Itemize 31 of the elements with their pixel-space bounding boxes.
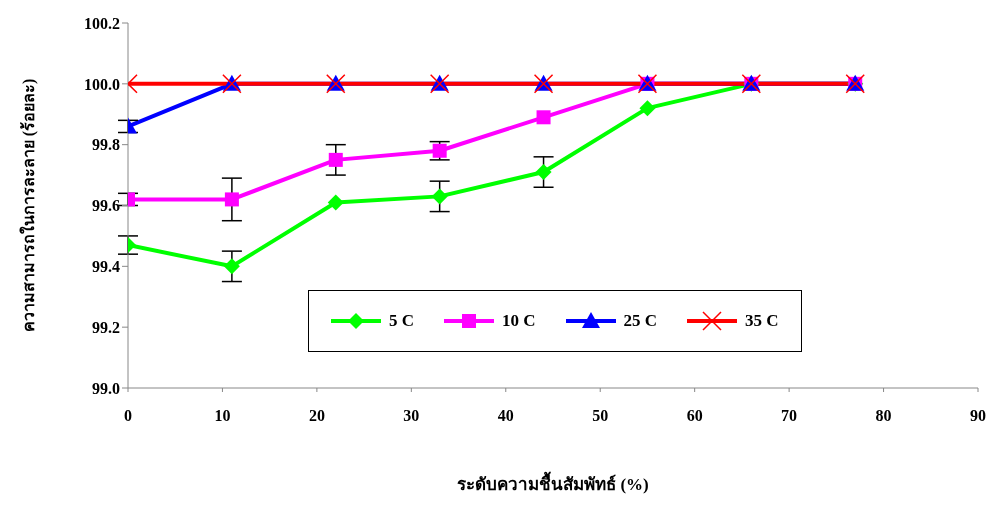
y-axis-title: ความสามารถในการละลาย (ร้อยละ) bbox=[18, 78, 38, 333]
x-tick-label: 70 bbox=[781, 407, 798, 425]
x-tick-label: 90 bbox=[970, 407, 986, 425]
point bbox=[327, 194, 344, 211]
x-tick-label: 0 bbox=[124, 407, 132, 425]
point bbox=[639, 100, 656, 117]
y-tick-label: 99.8 bbox=[92, 136, 120, 154]
y-tick-label: 99.4 bbox=[92, 258, 120, 276]
x-tick-label: 10 bbox=[214, 407, 231, 425]
x-tick-label: 60 bbox=[686, 407, 703, 425]
point bbox=[223, 258, 240, 275]
legend-label: 10 C bbox=[502, 311, 536, 331]
y-tick-label: 100.2 bbox=[84, 14, 120, 32]
point bbox=[328, 152, 343, 167]
y-tick-label: 99.6 bbox=[92, 197, 120, 215]
point bbox=[431, 188, 448, 205]
x-axis-title: ระดับความชื้นสัมพัทธ์ (%) bbox=[457, 471, 649, 495]
legend-label: 25 C bbox=[623, 311, 658, 331]
y-tick-label: 99.2 bbox=[92, 318, 120, 336]
x-tick-label: 20 bbox=[308, 407, 325, 425]
x-tick-label: 30 bbox=[403, 407, 420, 425]
point bbox=[224, 192, 239, 207]
point bbox=[536, 110, 551, 125]
x-tick-label: 50 bbox=[592, 407, 609, 425]
x-tick-label: 80 bbox=[875, 407, 892, 425]
y-tick-label: 99.0 bbox=[92, 379, 120, 397]
point bbox=[535, 164, 552, 181]
legend-label: 35 C bbox=[745, 311, 779, 331]
x-tick-label: 40 bbox=[497, 407, 514, 425]
legend-label: 5 C bbox=[389, 311, 415, 331]
y-tick-label: 100.0 bbox=[84, 75, 120, 93]
